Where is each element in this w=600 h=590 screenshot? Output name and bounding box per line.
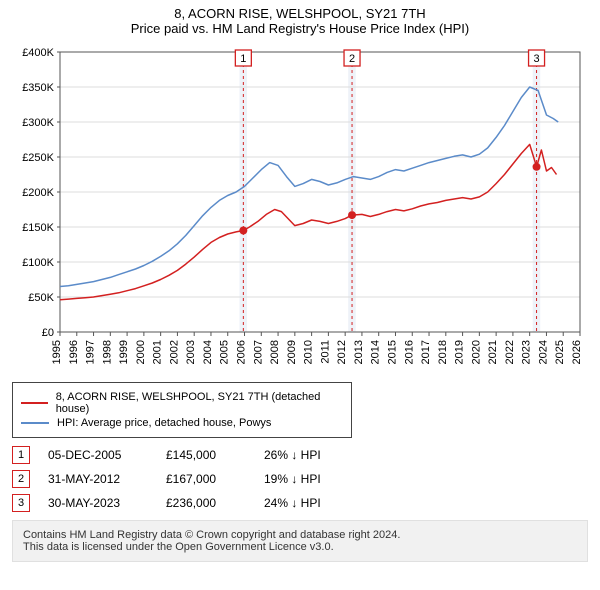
svg-text:2003: 2003 bbox=[185, 340, 197, 364]
legend-swatch bbox=[21, 402, 48, 404]
sale-date: 05-DEC-2005 bbox=[48, 448, 148, 462]
svg-text:1997: 1997 bbox=[85, 340, 97, 364]
svg-text:3: 3 bbox=[533, 53, 539, 65]
svg-text:£0: £0 bbox=[42, 327, 54, 339]
sale-price: £167,000 bbox=[166, 472, 246, 486]
footer-line1: Contains HM Land Registry data © Crown c… bbox=[23, 529, 577, 541]
svg-text:2025: 2025 bbox=[554, 340, 566, 364]
price-chart: £0 £50K £100K £150K £200K £250K £300K £350K £400… bbox=[12, 44, 588, 374]
sale-marker: 2 bbox=[12, 470, 30, 488]
svg-text:2008: 2008 bbox=[269, 340, 281, 364]
sale-date: 30-MAY-2023 bbox=[48, 496, 148, 510]
sale-marker: 3 bbox=[12, 494, 30, 512]
svg-text:2026: 2026 bbox=[571, 340, 583, 364]
sale-hpi-diff: 26% ↓ HPI bbox=[264, 448, 364, 462]
svg-text:2023: 2023 bbox=[521, 340, 533, 364]
svg-text:£400K: £400K bbox=[22, 47, 54, 59]
sale-date: 31-MAY-2012 bbox=[48, 472, 148, 486]
svg-text:2001: 2001 bbox=[152, 340, 164, 364]
svg-text:2013: 2013 bbox=[353, 340, 365, 364]
svg-text:2024: 2024 bbox=[537, 340, 549, 364]
legend-row: 8, ACORN RISE, WELSHPOOL, SY21 7TH (deta… bbox=[21, 391, 343, 415]
sale-events: 1 05-DEC-2005 £145,000 26% ↓ HPI 2 31-MAY-201… bbox=[12, 446, 588, 512]
svg-text:2020: 2020 bbox=[470, 340, 482, 364]
chart-container: £0 £50K £100K £150K £200K £250K £300K £350K £400… bbox=[12, 44, 588, 374]
sale-price: £236,000 bbox=[166, 496, 246, 510]
sale-row: 1 05-DEC-2005 £145,000 26% ↓ HPI bbox=[12, 446, 588, 464]
svg-text:2019: 2019 bbox=[454, 340, 466, 364]
svg-text:2010: 2010 bbox=[303, 340, 315, 364]
sale-row: 2 31-MAY-2012 £167,000 19% ↓ HPI bbox=[12, 470, 588, 488]
svg-text:2011: 2011 bbox=[319, 340, 331, 364]
svg-text:£200K: £200K bbox=[22, 187, 54, 199]
svg-text:£300K: £300K bbox=[22, 117, 54, 129]
svg-text:£150K: £150K bbox=[22, 222, 54, 234]
svg-text:£100K: £100K bbox=[22, 257, 54, 269]
legend-label: 8, ACORN RISE, WELSHPOOL, SY21 7TH (deta… bbox=[56, 391, 343, 415]
sale-row: 3 30-MAY-2023 £236,000 24% ↓ HPI bbox=[12, 494, 588, 512]
svg-text:2004: 2004 bbox=[202, 340, 214, 364]
sale-hpi-diff: 19% ↓ HPI bbox=[264, 472, 364, 486]
sale-price: £145,000 bbox=[166, 448, 246, 462]
svg-text:£250K: £250K bbox=[22, 152, 54, 164]
svg-text:2000: 2000 bbox=[135, 340, 147, 364]
svg-text:2006: 2006 bbox=[236, 340, 248, 364]
svg-text:2015: 2015 bbox=[386, 340, 398, 364]
svg-text:2: 2 bbox=[349, 53, 355, 65]
legend-row: HPI: Average price, detached house, Powy… bbox=[21, 417, 343, 429]
svg-text:1995: 1995 bbox=[51, 340, 63, 364]
svg-text:£50K: £50K bbox=[28, 292, 54, 304]
title-line1: 8, ACORN RISE, WELSHPOOL, SY21 7TH bbox=[0, 6, 600, 21]
svg-text:1998: 1998 bbox=[101, 340, 113, 364]
svg-text:2002: 2002 bbox=[168, 340, 180, 364]
svg-text:1: 1 bbox=[240, 53, 246, 65]
svg-text:2007: 2007 bbox=[252, 340, 264, 364]
legend-label: HPI: Average price, detached house, Powy… bbox=[57, 417, 271, 429]
sale-hpi-diff: 24% ↓ HPI bbox=[264, 496, 364, 510]
svg-text:2018: 2018 bbox=[437, 340, 449, 364]
title-line2: Price paid vs. HM Land Registry's House … bbox=[0, 21, 600, 36]
svg-text:2009: 2009 bbox=[286, 340, 298, 364]
sale-marker: 1 bbox=[12, 446, 30, 464]
svg-text:2017: 2017 bbox=[420, 340, 432, 364]
svg-text:2022: 2022 bbox=[504, 340, 516, 364]
legend-swatch bbox=[21, 422, 49, 424]
svg-text:2014: 2014 bbox=[370, 340, 382, 364]
svg-text:2016: 2016 bbox=[403, 340, 415, 364]
legend-box: 8, ACORN RISE, WELSHPOOL, SY21 7TH (deta… bbox=[12, 382, 352, 438]
svg-text:2012: 2012 bbox=[336, 340, 348, 364]
svg-text:2021: 2021 bbox=[487, 340, 499, 364]
footer-line2: This data is licensed under the Open Gov… bbox=[23, 541, 577, 553]
svg-text:1996: 1996 bbox=[68, 340, 80, 364]
licence-footer: Contains HM Land Registry data © Crown c… bbox=[12, 520, 588, 562]
svg-text:£350K: £350K bbox=[22, 82, 54, 94]
svg-text:2005: 2005 bbox=[219, 340, 231, 364]
chart-title-block: 8, ACORN RISE, WELSHPOOL, SY21 7TH Price… bbox=[0, 0, 600, 36]
svg-text:1999: 1999 bbox=[118, 340, 130, 364]
